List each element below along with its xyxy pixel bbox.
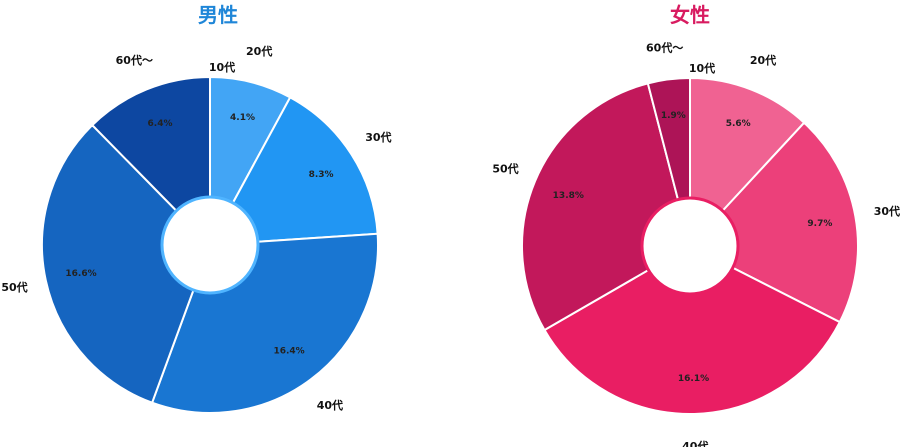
donut-hole-male (160, 195, 260, 295)
category-label-female-2: 30代 (874, 204, 900, 218)
donut-chart-female: 10代0%20代5.6%30代9.7%40代16.1%50代13.8%60代〜1… (492, 41, 900, 447)
donut-chart-male: 10代0%20代4.1%30代8.3%40代16.4%50代16.6%60代〜6… (1, 44, 392, 414)
category-label-female-1: 20代 (750, 53, 776, 67)
category-label-male-4: 50代 (1, 280, 27, 294)
value-label-female-3: 16.1% (678, 374, 709, 384)
category-label-male-3: 40代 (317, 398, 343, 412)
category-label-male-2: 30代 (365, 130, 391, 144)
slice-male-2 (208, 95, 379, 247)
chart-title-female: 女性 (670, 3, 710, 27)
category-label-male-1: 20代 (246, 44, 272, 58)
slice-female-2 (688, 121, 859, 324)
category-label-female-5: 60代〜 (646, 41, 683, 55)
category-label-male-0: 10代 (209, 60, 235, 74)
value-label-female-4: 13.8% (553, 191, 584, 201)
value-label-male-2: 8.3% (309, 170, 334, 180)
value-label-female-1: 5.6% (726, 119, 751, 129)
chart-title-male: 男性 (198, 3, 238, 27)
category-label-female-3: 40代 (682, 439, 708, 447)
value-label-female-2: 9.7% (807, 219, 832, 229)
value-label-male-3: 16.4% (273, 347, 304, 357)
slice-male-5 (90, 75, 211, 248)
category-label-female-0: 10代 (689, 61, 715, 75)
donut-hole-female (640, 196, 740, 296)
value-label-male-5: 6.4% (148, 119, 173, 129)
value-label-male-1: 4.1% (230, 113, 255, 123)
category-label-male-5: 60代〜 (116, 53, 153, 67)
category-label-female-4: 50代 (492, 162, 518, 176)
value-label-male-4: 16.6% (65, 269, 96, 279)
value-label-female-5: 1.9% (661, 111, 686, 121)
slice-female-1 (689, 76, 806, 249)
slice-male-4 (41, 123, 212, 404)
